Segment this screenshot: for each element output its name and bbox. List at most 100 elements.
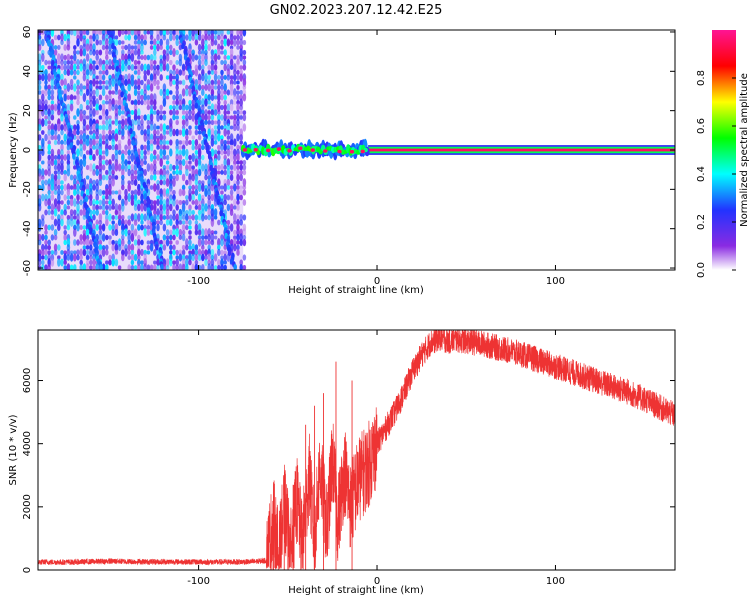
spectral-cell — [101, 113, 106, 122]
spectral-cell — [156, 195, 160, 200]
spectral-cell — [175, 109, 179, 116]
transition-peak — [349, 149, 355, 154]
spectral-cell — [162, 179, 167, 186]
spectral-cell — [210, 63, 215, 72]
spectral-cell — [175, 255, 179, 260]
spectral-cell — [213, 235, 218, 240]
spectral-cell — [127, 233, 131, 242]
spectral-cell — [38, 203, 42, 212]
spectral-cell — [172, 75, 176, 80]
spectral-cell — [146, 229, 151, 236]
spectral-cell — [178, 163, 183, 172]
spectral-cell — [63, 250, 67, 255]
spectral-cell — [236, 185, 240, 190]
spectral-cell — [41, 130, 45, 135]
spectral-cell — [220, 185, 224, 190]
spectral-cell — [194, 179, 199, 186]
spectral-cell — [153, 169, 157, 176]
spectral-cell — [181, 263, 186, 270]
spectral-cell — [108, 58, 112, 67]
spectral-cell — [69, 218, 74, 227]
spectral-cell — [242, 49, 247, 56]
spectral-cell — [111, 153, 115, 162]
spectral-cell — [137, 199, 141, 206]
spectral-cell — [108, 194, 112, 201]
spectral-cell — [181, 224, 186, 231]
spectral-cell — [242, 78, 247, 87]
spectral-cell — [121, 174, 125, 181]
spectral-cell — [191, 144, 195, 151]
spectral-cell — [159, 199, 163, 206]
spectral-cell — [101, 39, 106, 46]
spectral-cell — [188, 88, 192, 97]
spectral-cell — [50, 85, 55, 90]
spectral-cell — [210, 248, 215, 257]
colorbar-gradient — [712, 30, 736, 270]
spectral-cell — [85, 228, 90, 237]
spectral-cell — [50, 183, 55, 192]
spectral-cell — [236, 94, 240, 101]
spectral-cell — [165, 265, 170, 270]
spectral-cell — [194, 220, 199, 225]
spectral-cell — [114, 83, 119, 92]
spectral-cell — [236, 123, 240, 132]
spectral-cell — [153, 110, 157, 115]
spectral-cell — [50, 78, 55, 87]
spectral-cell — [79, 234, 83, 241]
spectral-cell — [201, 154, 205, 161]
spectral-cell — [194, 125, 199, 130]
spectral-cell — [92, 49, 96, 56]
spectral-cell — [137, 238, 141, 247]
spectral-cell — [223, 104, 227, 111]
spectral-cell — [73, 115, 77, 120]
spectral-cell — [220, 45, 224, 50]
spectral-cell — [153, 123, 157, 132]
spectral-cell — [121, 135, 125, 140]
spectral-cell — [53, 139, 58, 146]
figure-title: GN02.2023.207.12.42.E25 — [270, 3, 443, 18]
spectral-cell — [191, 139, 195, 146]
spectral-cell — [188, 109, 192, 116]
spectral-cell — [137, 263, 141, 270]
spectral-cell — [172, 48, 176, 57]
spectral-cell — [172, 189, 176, 196]
spectral-cell — [105, 169, 109, 176]
spectral-cell — [223, 74, 227, 81]
spectral-cell — [172, 114, 176, 121]
spectral-cell — [210, 239, 215, 246]
spectral-cell — [121, 253, 125, 262]
spectral-cell — [181, 184, 186, 191]
spectral-cell — [153, 99, 157, 106]
spectral-cell — [50, 94, 55, 101]
spectral-cell — [117, 214, 122, 221]
spectral-cell — [194, 198, 199, 207]
spectral-cell — [60, 113, 64, 122]
diagonal-streak-cell — [233, 263, 237, 270]
spectral-cell — [98, 199, 103, 206]
spectral-cell — [239, 65, 243, 70]
spectral-cell — [146, 104, 151, 111]
spectral-cell — [149, 170, 154, 175]
spectral-cell — [207, 100, 211, 105]
spectral-cell — [95, 54, 99, 61]
spectral-cell — [226, 38, 231, 47]
spectral-cell — [162, 155, 167, 160]
spectral-cell — [108, 213, 112, 222]
spectral-cell — [220, 135, 224, 140]
spectral-cell — [226, 203, 231, 212]
spectral-cell — [242, 199, 247, 206]
spectral-cell — [121, 128, 125, 137]
spectral-cell — [242, 178, 247, 187]
spectral-cell — [63, 169, 67, 176]
spectral-cell — [239, 160, 243, 165]
spectral-cell — [165, 130, 170, 135]
spectral-cell — [127, 34, 131, 41]
spectral-cell — [162, 98, 167, 107]
spectral-cell — [140, 129, 144, 136]
y-tick-label: 60 — [22, 26, 33, 39]
spectral-cell — [85, 245, 90, 250]
spectral-cell — [210, 79, 215, 86]
spectral-cell — [105, 218, 109, 227]
spectral-cell — [137, 63, 141, 72]
spectral-cell — [41, 255, 45, 260]
